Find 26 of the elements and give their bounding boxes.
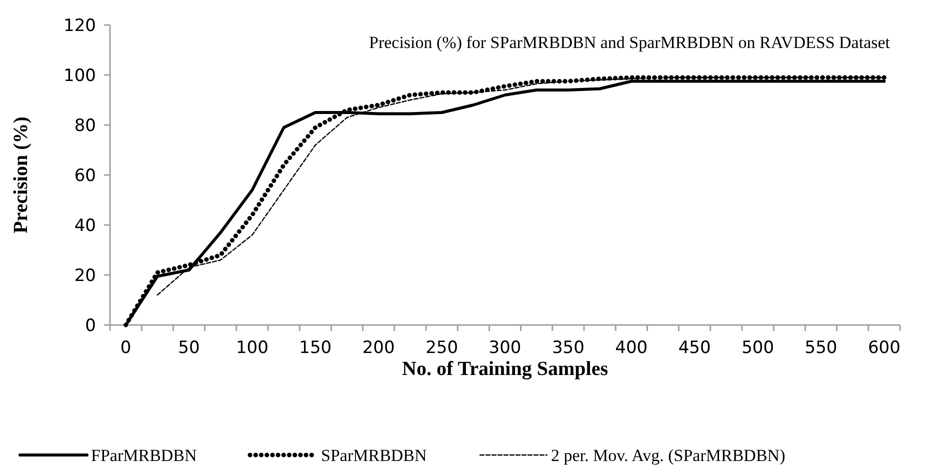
x-tick-label: 100 (236, 338, 268, 358)
text: Precision (%) for SParMRBDBN and SparMRBDBN on RAVDESS Dataset (368, 33, 890, 52)
y-tick-label: 40 (74, 216, 96, 236)
y-tick-label: 80 (74, 116, 96, 136)
legend-label: 2 per. Mov. Avg. (SParMRBDBN) (551, 446, 786, 465)
x-tick-label: 50 (178, 338, 200, 358)
x-tick-label: 400 (615, 338, 648, 358)
y-axis-title: Precision (%) (10, 116, 32, 234)
x-tick-label: 500 (742, 338, 774, 358)
y-tick-label: 100 (64, 66, 96, 86)
y-tick-label: 120 (64, 16, 96, 36)
x-tick-label: 450 (678, 338, 711, 358)
x-tick-label: 150 (299, 338, 332, 358)
legend-label: SParMRBDBN (321, 446, 427, 465)
y-tick-label: 60 (74, 166, 96, 186)
x-tick-label: 250 (426, 338, 458, 358)
x-tick-label: 0 (120, 338, 132, 358)
x-tick-label: 550 (804, 338, 838, 358)
x-tick-label: 300 (488, 338, 522, 358)
y-tick-label: 20 (74, 266, 96, 286)
legend-label: FParMRBDBN (91, 446, 197, 465)
x-axis-title: No. of Training Samples (402, 358, 608, 380)
x-tick-label: 600 (868, 338, 900, 358)
y-tick-label: 0 (85, 316, 96, 336)
x-tick-label: 200 (362, 338, 395, 358)
x-tick-label: 350 (552, 338, 584, 358)
